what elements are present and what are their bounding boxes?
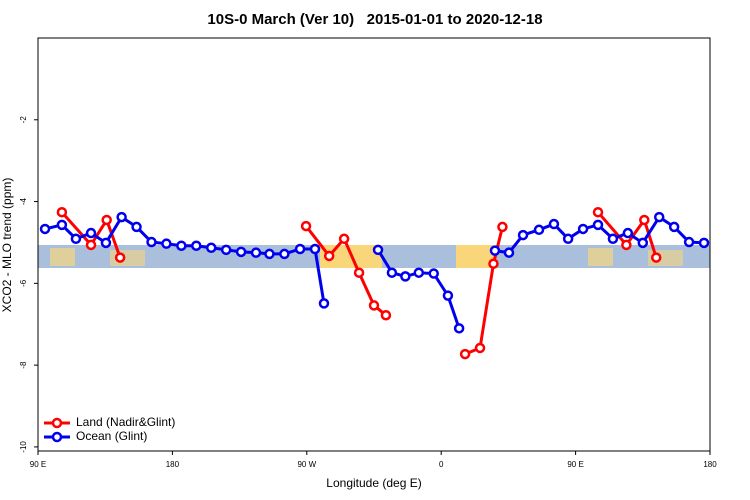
point: [517, 229, 529, 241]
point: [622, 227, 634, 239]
y-axis-label: XCO2 - MLO trend (ppm): [0, 178, 14, 313]
point: [650, 252, 662, 263]
point: [459, 348, 471, 360]
point: [85, 227, 97, 239]
point: [637, 237, 649, 249]
y-tick-label: -4: [19, 197, 28, 205]
y-tick-label: -8: [19, 361, 28, 369]
point: [309, 243, 321, 255]
legend-label: Ocean (Glint): [76, 429, 147, 443]
point: [161, 238, 172, 249]
point: [294, 243, 306, 255]
x-tick-label: 0: [439, 460, 444, 469]
plot-frame: [37, 37, 711, 452]
point: [191, 240, 202, 251]
point: [372, 244, 384, 256]
y-tick-label: -10: [19, 441, 28, 453]
chart-title: 10S-0 March (Ver 10) 2015-01-01 to 2020-…: [207, 11, 542, 28]
point: [131, 221, 142, 233]
point: [668, 221, 680, 233]
point: [503, 247, 515, 258]
point: [235, 246, 247, 258]
y-tick-label: -2: [19, 116, 28, 124]
point: [70, 233, 82, 245]
point: [497, 221, 508, 233]
legend-marker: [51, 431, 63, 443]
legend-marker: [51, 417, 63, 429]
x-tick-label: 180: [703, 460, 717, 469]
point: [114, 252, 126, 263]
point: [56, 206, 68, 218]
x-tick-label: 90 E: [30, 460, 46, 469]
point: [592, 219, 604, 231]
point: [220, 244, 232, 256]
series-line: [44, 214, 705, 329]
point: [368, 300, 380, 311]
point: [279, 248, 290, 260]
x-tick-label: 180: [166, 460, 180, 469]
point: [100, 237, 112, 249]
point: [205, 242, 217, 254]
x-tick-label: 90 W: [297, 460, 316, 469]
point: [577, 223, 589, 235]
point: [474, 342, 486, 354]
point: [607, 233, 619, 245]
point: [116, 211, 127, 223]
point: [548, 218, 560, 230]
point: [488, 258, 499, 269]
series-line: [60, 211, 658, 356]
point: [39, 223, 51, 235]
point: [380, 309, 392, 321]
legend-label: Land (Nadir&Glint): [76, 415, 175, 429]
x-tick-label: 90 E: [567, 460, 583, 469]
point: [428, 268, 439, 279]
point: [146, 236, 157, 248]
point: [264, 248, 275, 260]
point: [85, 239, 97, 251]
point: [353, 267, 365, 278]
point: [176, 240, 187, 251]
point: [533, 224, 545, 236]
point: [592, 206, 604, 218]
point: [453, 323, 465, 334]
point: [386, 267, 398, 278]
point: [400, 271, 411, 282]
point: [442, 290, 454, 301]
point: [300, 220, 312, 232]
point: [489, 245, 501, 256]
point: [639, 214, 650, 226]
point: [250, 247, 262, 258]
point: [338, 233, 350, 245]
point: [683, 236, 695, 248]
point: [323, 250, 335, 262]
x-axis-label: Longitude (deg E): [326, 476, 421, 490]
point: [318, 298, 330, 309]
point: [621, 239, 632, 251]
point: [56, 219, 68, 231]
point: [653, 211, 665, 223]
point: [698, 237, 710, 249]
point: [413, 267, 425, 278]
point: [562, 233, 574, 245]
y-tick-label: -6: [19, 279, 28, 287]
point: [101, 214, 112, 226]
